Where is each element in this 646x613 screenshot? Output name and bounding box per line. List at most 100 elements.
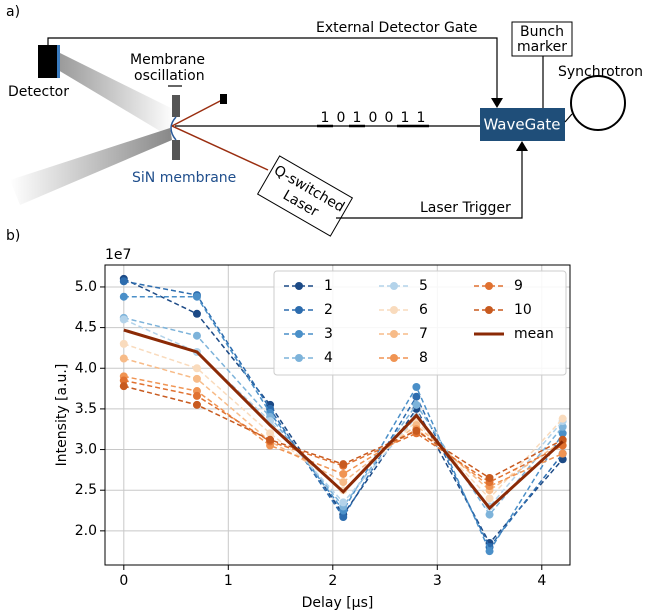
x-tick-label: 1 [224,573,233,589]
data-point [192,331,201,340]
label: Synchrotron [558,64,643,80]
legend-label: 1 [324,278,333,294]
arrow [516,141,528,151]
wire [564,113,573,123]
detector [38,45,58,78]
wire [336,151,523,219]
synchrotron [570,75,626,131]
legend-label: 8 [419,350,428,366]
legend-label: 9 [514,278,523,294]
bit-bg [367,112,379,125]
x-tick-label: 2 [328,573,337,589]
y-tick-label: 3.5 [75,401,97,417]
data-point [119,382,128,391]
legend-label: 10 [514,302,532,318]
x-tick-label: 4 [537,573,546,589]
label: Detector [8,84,69,100]
dump [220,94,227,104]
data-point [266,429,275,438]
label: SiN membrane [132,170,236,186]
data-point [192,391,201,400]
legend-label: 2 [324,302,333,318]
label: WaveGate [483,116,560,134]
box [256,155,354,237]
y-tick-label: 5.0 [75,279,97,295]
bit: 1 [417,110,426,126]
data-point [558,422,567,431]
data-point [119,277,128,286]
legend-marker [295,306,303,314]
bit: 0 [385,110,394,126]
laser-beam [171,99,223,127]
detector-edge [57,45,60,78]
legend-label: mean [514,326,554,342]
box [480,108,565,141]
bit: 1 [353,110,362,126]
beam [10,128,172,205]
legend-label: 3 [324,326,333,342]
legend-label: 5 [419,278,428,294]
data-point [119,376,128,385]
membrane [172,140,180,160]
panel-label: a) [6,4,20,20]
chart: 0 1 2 3 4 2.0 2.5 3.0 3.5 4.0 4.5 5.0 1e7 Delay [μs] I… [54,247,571,611]
label: marker [517,39,567,55]
legend-marker [390,330,398,338]
legend-marker [390,306,398,314]
y-tick-label: 3.0 [75,442,97,458]
legend-marker [485,306,493,314]
x-tick-label: 0 [119,573,128,589]
data-point [558,449,567,458]
label: oscillation [134,68,205,84]
axis-offset: 1e7 [105,247,131,263]
data-point [266,435,275,444]
label: Membrane [130,52,205,68]
data-point [485,547,494,556]
data-point [339,478,348,487]
bit-bg [319,112,331,125]
data-point [412,392,421,401]
beam [58,52,175,140]
legend-label: 4 [324,350,333,366]
y-tick-label: 2.0 [75,523,97,539]
data-point [119,315,128,324]
legend-marker [390,354,398,362]
data-point [119,339,128,348]
wire [47,37,498,98]
data-point [339,469,348,478]
x-tick-label: 3 [433,573,442,589]
legend-marker [485,282,493,290]
y-tick-label: 4.0 [75,360,97,376]
data-point [192,292,201,301]
y-axis-label: Intensity [a.u.] [54,364,70,467]
data-point [558,429,567,438]
bit-bg [383,112,395,125]
y-tick-label: 4.5 [75,320,97,336]
legend-marker [295,330,303,338]
bit-bg [399,112,411,125]
label: Bunch [520,24,564,40]
data-point [192,364,201,373]
diagram: a) Detector External Detector Gate Bunch… [6,4,643,244]
data-point [339,460,348,469]
y-tick-label: 2.5 [75,482,97,498]
series-line [123,328,564,511]
bit: 1 [321,110,330,126]
legend-marker [390,282,398,290]
bit: 0 [369,110,378,126]
x-axis-label: Delay [μs] [302,595,374,611]
legend-box [273,270,567,376]
bit: 0 [337,110,346,126]
plot-frame [104,264,571,566]
data-point [119,354,128,363]
arrow [491,98,503,108]
membrane [172,95,180,117]
box [511,21,573,57]
legend-label: 6 [419,302,428,318]
membrane [170,116,177,141]
data-point [339,513,348,522]
data-point [192,374,201,383]
legend-marker [295,282,303,290]
